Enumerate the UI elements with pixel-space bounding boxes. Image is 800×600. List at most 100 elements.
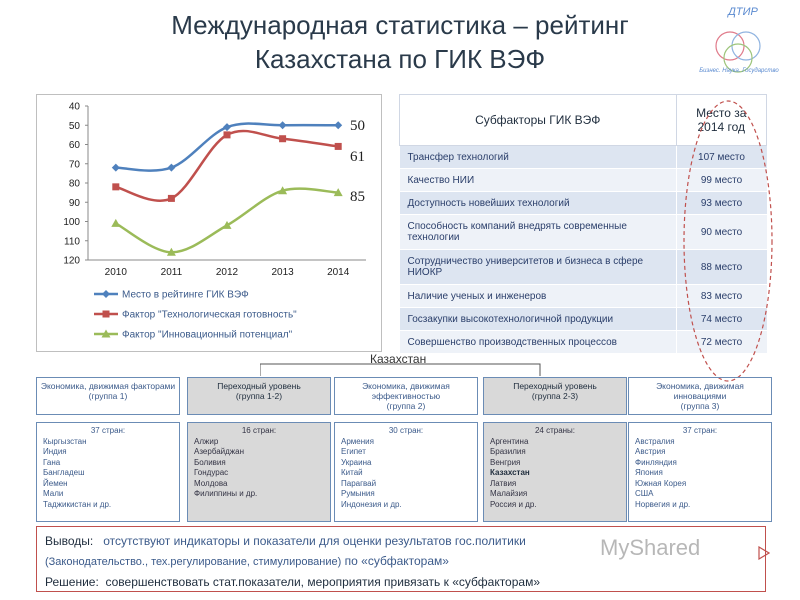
list-item: Малайзия [490,489,528,498]
country-count: 30 стран: [388,426,424,435]
annotation-85: 85 [350,189,365,205]
y-tick-label: 40 [69,102,81,113]
subfactor-name: Способность компаний внедрять современны… [399,214,676,250]
y-tick-label: 90 [69,198,81,209]
country-list: 37 стран: Австралия Австрия Финляндия Япония… [628,422,772,522]
subfactor-name: Сотрудничество университетов и бизнеса в… [399,249,676,285]
subfactor-name: Доступность новейших технологий [399,191,676,215]
stage-title: Переходный уровень [217,381,301,391]
data-point [167,163,176,172]
list-item: Гондурас [194,468,229,477]
list-item: Таджикистан и др. [43,499,112,509]
legend-marker [102,310,110,318]
stage-title: Переходный уровень [513,381,597,391]
data-point [279,135,287,143]
line-chart: 40 50 60 70 80 90 100 110 120 2010 2011 2012 2013 201… [63,102,366,341]
legend-marker [101,329,111,338]
subfactor-place: 107 место [675,145,767,169]
play-arrow-icon [758,546,770,560]
country-list: 24 страны: Аргентина Бразилия Венгрия Казахс… [483,422,627,522]
subfactor-name: Госзакупки высокотехнологичной продукции [399,307,676,331]
watermark: MyShared [600,535,701,560]
stage-sub: (группа 3) [680,401,720,411]
chart-frame [36,94,382,352]
country-count: 24 страны: [534,426,576,435]
table-header: Субфакторы ГИК ВЭФ Место за 2014 год [399,94,767,146]
kazakhstan-bracket [260,363,541,376]
x-tick-label: 2012 [216,267,239,278]
annotation-61: 61 [350,149,365,165]
subfactor-place: 90 место [675,214,767,250]
list-item: Россия и др. [490,499,537,509]
conclusions-line-1: отсутствуют индикаторы и показатели для … [103,534,526,548]
y-tick-label: 100 [63,217,80,228]
y-tick-label: 80 [69,179,81,190]
x-tick-label: 2013 [271,267,294,278]
legend-label: Фактор "Инновационный потенциал" [122,330,293,341]
annotation-50: 50 [350,118,365,134]
data-point [223,131,231,139]
logo-tagline: Бизнес. Наука. Государство [699,68,779,74]
list-item: Казахстан [490,468,530,477]
subfactor-name: Трансфер технологий [399,145,676,169]
data-point [334,121,343,130]
list-item: Филиппины и др. [194,489,258,498]
data-point [222,220,232,229]
country-count: 37 стран: [682,426,718,435]
legend-label: Место в рейтинге ГИК ВЭФ [122,290,249,301]
data-point [166,247,176,256]
y-tick-label: 120 [63,256,80,267]
list-item: Армения [341,436,374,446]
list-item: Молдова [194,478,228,488]
data-point [111,218,121,227]
list-item: Украина [341,457,372,467]
list-item: Мали [43,489,64,498]
y-tick-label: 70 [69,159,81,170]
legend-label: Фактор "Технологическая готовность" [122,310,297,321]
stage-sub: (группа 2-3) [531,391,579,401]
legend-marker [102,290,110,298]
list-item: Южная Корея [635,478,687,488]
stage-header: Переходный уровень (группа 1-2) [187,377,331,415]
logo-name: ДТИР [728,6,758,18]
list-item: Бразилия [490,447,526,456]
table-row: Трансфер технологий 107 место [399,145,767,169]
data-point [223,123,231,132]
list-item: Латвия [490,478,517,488]
stage-title: Экономика, движимая инновациями [656,381,744,401]
stage-header: Экономика, движимая инновациями (группа 3… [628,377,772,415]
list-item: Финляндия [635,457,677,467]
list-item: Алжир [194,436,219,446]
list-item: Австралия [635,436,675,446]
stage-sub: (группа 2) [386,401,426,411]
list-item: Австрия [635,447,666,456]
list-item: Румыния [341,489,375,498]
data-point [333,188,343,197]
list-item: Норвегия и др. [635,499,691,509]
data-point [167,194,175,202]
table-row: Наличие ученых и инженеров 83 место [399,284,767,308]
list-item: Китай [341,468,363,477]
subfactor-place: 72 место [675,330,767,354]
table-row: Совершенство производственных процессов 7… [399,330,767,354]
subfactor-place: 83 место [675,284,767,308]
dtir-logo [715,31,761,73]
data-point [111,163,120,172]
list-item: Индонезия и др. [341,499,402,509]
y-tick-label: 60 [69,140,81,151]
subfactor-place: 93 место [675,191,767,215]
country-list: 37 стран: Кыргызстан Индия Гана Бангладеш Йем… [36,422,180,522]
y-tick-label: 110 [64,236,80,247]
list-item: Боливия [194,457,226,467]
table-row: Способность компаний внедрять современны… [399,214,767,250]
kazakhstan-label: Казахстан [370,352,427,366]
title-line-2: Казахстана по ГИК ВЭФ [254,44,546,74]
solution-label: Решение: [45,575,99,589]
stage-title: Экономика, движимая эффективностью [362,381,450,401]
subfactor-name: Качество НИИ [399,168,676,192]
slide-title: Международная статистика – рейтинг Казах… [100,8,700,76]
series-line-2 [115,129,339,202]
stage-title: Экономика, движимая факторами [40,381,176,391]
stage-header: Экономика, движимая факторами (группа 1) [36,377,180,415]
table-row: Сотрудничество университетов и бизнеса в… [399,249,767,285]
